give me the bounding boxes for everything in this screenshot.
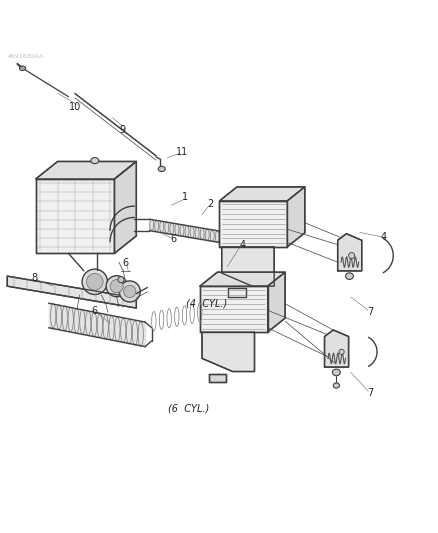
Ellipse shape — [91, 158, 99, 164]
Ellipse shape — [106, 276, 127, 297]
Ellipse shape — [158, 166, 165, 172]
Polygon shape — [219, 201, 287, 247]
Text: 6: 6 — [92, 306, 98, 316]
Ellipse shape — [118, 277, 124, 282]
Text: 9: 9 — [119, 125, 125, 134]
Polygon shape — [7, 276, 136, 308]
Text: 4591630AA: 4591630AA — [7, 54, 43, 59]
Ellipse shape — [345, 273, 353, 279]
Polygon shape — [199, 286, 267, 332]
Polygon shape — [228, 288, 245, 297]
Polygon shape — [35, 179, 114, 253]
Polygon shape — [221, 247, 274, 286]
Ellipse shape — [19, 66, 25, 70]
Text: 11: 11 — [176, 147, 188, 157]
Polygon shape — [324, 330, 348, 367]
Ellipse shape — [119, 281, 140, 302]
Ellipse shape — [110, 280, 123, 293]
Ellipse shape — [82, 269, 107, 295]
Ellipse shape — [348, 253, 354, 259]
Ellipse shape — [86, 273, 103, 290]
Ellipse shape — [338, 349, 343, 354]
Text: 4: 4 — [380, 232, 386, 242]
Ellipse shape — [332, 383, 339, 388]
Polygon shape — [219, 187, 304, 201]
Text: 7: 7 — [367, 387, 373, 398]
Polygon shape — [114, 161, 136, 253]
Polygon shape — [287, 187, 304, 247]
Polygon shape — [201, 332, 254, 372]
Text: 4: 4 — [239, 240, 245, 251]
Text: 6: 6 — [122, 258, 128, 268]
Polygon shape — [35, 161, 136, 179]
Text: 1: 1 — [182, 192, 188, 203]
Text: 10: 10 — [69, 102, 81, 112]
Text: (4  CYL.): (4 CYL.) — [185, 298, 226, 309]
Polygon shape — [199, 272, 285, 286]
Polygon shape — [208, 374, 226, 383]
Ellipse shape — [332, 369, 339, 376]
Text: 2: 2 — [207, 199, 213, 209]
Text: 8: 8 — [32, 273, 38, 284]
Text: (6  CYL.): (6 CYL.) — [168, 403, 209, 414]
Text: 7: 7 — [367, 306, 373, 317]
Polygon shape — [337, 233, 361, 271]
Text: 6: 6 — [170, 235, 176, 244]
Ellipse shape — [124, 285, 136, 297]
Polygon shape — [267, 272, 285, 332]
